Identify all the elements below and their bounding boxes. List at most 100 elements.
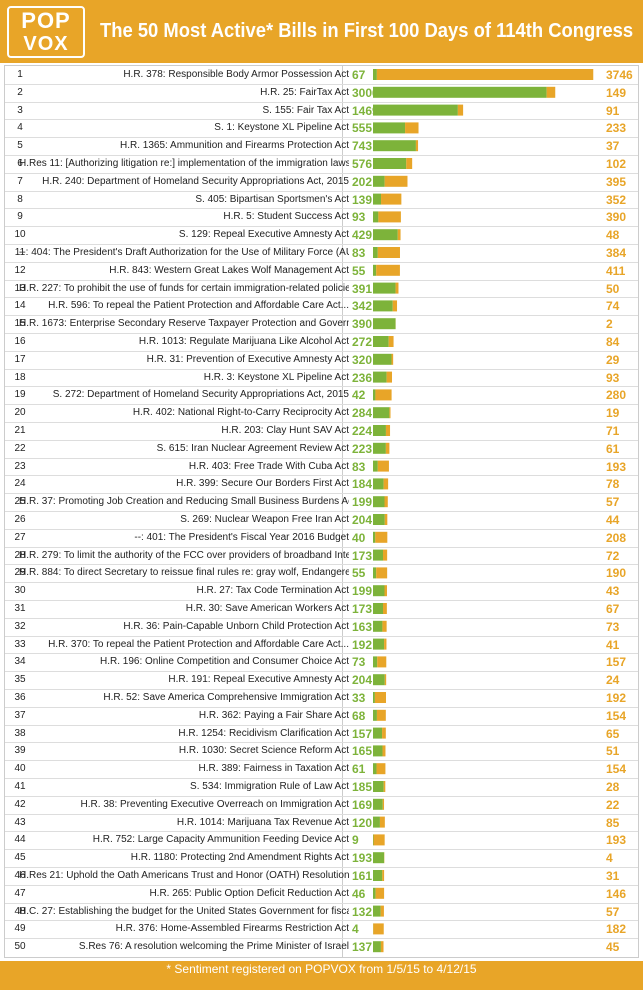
bill-name[interactable]: H.R. 378: Responsible Body Armor Possess…: [123, 69, 349, 80]
bill-name[interactable]: S. 155: Fair Tax Act: [262, 104, 349, 116]
bill-name[interactable]: S. 129: Repeal Executive Amnesty Act: [178, 229, 349, 241]
oppose-bar: [381, 193, 402, 205]
support-value-label: 184: [352, 477, 373, 492]
bill-name[interactable]: H.R. 203: Clay Hunt SAV Act: [221, 425, 349, 436]
bill-name[interactable]: H.R. 27: Tax Code Termination Act: [196, 585, 350, 597]
bill-name[interactable]: H.R. 1254: Recidivism Clarification Act: [178, 727, 349, 739]
bill-name[interactable]: H.R. 370: To repeal the Patient Protecti…: [48, 638, 349, 650]
bill-name[interactable]: H.R. 362: Paying a Fair Share Act: [198, 709, 349, 721]
bill-name[interactable]: H.R. 843: Western Great Lakes Wolf Manag…: [109, 264, 349, 276]
row-divider: [5, 208, 638, 210]
support-bar: [373, 798, 383, 810]
row-divider: [5, 849, 638, 851]
support-bar: [373, 300, 393, 312]
bill-name[interactable]: S. 272: Department of Homeland Security …: [52, 389, 349, 401]
bill-name[interactable]: H.R. 884: To direct Secretary to reissue…: [19, 567, 349, 579]
bill-name[interactable]: H.R. 31: Prevention of Executive Amnesty…: [146, 353, 349, 365]
bill-name[interactable]: H.R. 52: Save America Comprehensive Immi…: [103, 692, 349, 703]
bill-name[interactable]: H.R. 240: Department of Homeland Securit…: [42, 175, 349, 187]
bill-name[interactable]: H.R. 596: To repeal the Patient Protecti…: [48, 300, 349, 312]
bill-name[interactable]: H.Res 21: Uphold the Oath Americans Trus…: [19, 870, 349, 881]
support-bar: [373, 247, 378, 258]
support-value-label: 185: [352, 780, 373, 794]
bill-name[interactable]: H.Res 11: [Authorizing litigation re:] i…: [19, 158, 349, 169]
row-divider: [5, 689, 638, 690]
row-divider: [5, 333, 638, 334]
bill-name[interactable]: S. 1: Keystone XL Pipeline Act: [214, 122, 349, 134]
bill-name[interactable]: H.R. 196: Online Competition and Consume…: [99, 656, 349, 668]
oppose-value-label: 182: [606, 922, 627, 937]
oppose-value-label: 190: [606, 566, 627, 581]
bill-name[interactable]: H.R. 402: National Right-to-Carry Recipr…: [132, 407, 349, 419]
support-bar: [373, 264, 377, 276]
bill-name[interactable]: H.R. 1365: Ammunition and Firearms Prote…: [120, 140, 349, 152]
row-rank: 24: [14, 478, 26, 490]
row-divider: [5, 404, 638, 406]
bill-name[interactable]: H.R. 1014: Marijuana Tax Revenue Act: [176, 816, 349, 828]
row-divider: [5, 938, 638, 940]
bill-name[interactable]: H.R. 399: Secure Our Borders First Act: [176, 478, 349, 490]
bill-name[interactable]: S. 615: Iran Nuclear Agreement Review Ac…: [156, 442, 349, 454]
bill-name[interactable]: H.R. 389: Fairness in Taxation Act: [198, 763, 349, 775]
bill-name[interactable]: H.R. 279: To limit the authority of the …: [19, 549, 349, 561]
oppose-value-label: 71: [606, 424, 620, 438]
oppose-bar: [397, 229, 401, 241]
support-value-label: 1469: [352, 103, 379, 118]
support-value-label: 120: [352, 815, 373, 830]
bill-name[interactable]: H.R. 37: Promoting Job Creation and Redu…: [19, 496, 349, 508]
bill-name[interactable]: H.R. 30: Save American Workers Act: [185, 603, 349, 614]
row-divider: [5, 600, 638, 601]
row-rank: 10: [14, 229, 26, 241]
bill-name[interactable]: H.R. 38: Preventing Executive Overreach …: [80, 798, 349, 810]
bill-name[interactable]: S. 269: Nuclear Weapon Free Iran Act: [180, 514, 349, 525]
bill-name[interactable]: --: 404: The President's Draft Authoriza…: [19, 247, 349, 258]
oppose-value-label: 84: [606, 335, 620, 349]
row-rank: 8: [17, 193, 23, 205]
support-bar: [373, 425, 386, 436]
support-bar: [373, 852, 385, 864]
support-value-label: 42: [352, 388, 366, 403]
support-bar: [373, 638, 385, 650]
oppose-bar: [375, 389, 392, 401]
bill-name[interactable]: H.R. 191: Repeal Executive Amnesty Act: [168, 674, 349, 686]
support-bar: [373, 69, 377, 80]
bill-name[interactable]: H.R. 376: Home-Assembled Firearms Restri…: [115, 923, 349, 935]
support-bar: [373, 745, 383, 757]
row-divider: [5, 653, 638, 655]
bill-name[interactable]: H.R. 25: FairTax Act: [260, 86, 349, 98]
row-rank: 25: [14, 496, 26, 508]
bill-name[interactable]: H.C. 27: Establishing the budget for the…: [19, 905, 349, 917]
bill-name[interactable]: S. 405: Bipartisan Sportsmen's Act: [195, 193, 349, 205]
oppose-bar: [385, 442, 390, 454]
bill-name[interactable]: H.R. 1180: Protecting 2nd Amendment Righ…: [130, 852, 349, 864]
support-value-label: 33: [352, 691, 366, 705]
bill-name[interactable]: H.R. 227: To prohibit the use of funds f…: [19, 282, 349, 294]
row-divider: [5, 475, 638, 477]
support-bar: [373, 158, 407, 169]
oppose-bar: [384, 638, 387, 650]
bill-name[interactable]: H.R. 1673: Enterprise Secondary Reserve …: [19, 318, 349, 330]
oppose-bar: [384, 585, 387, 597]
row-rank: 46: [14, 870, 26, 881]
bill-name[interactable]: H.R. 3: Keystone XL Pipeline Act: [203, 371, 349, 383]
bill-name[interactable]: H.R. 403: Free Trade With Cuba Act: [188, 460, 349, 472]
oppose-value-label: 78: [606, 477, 620, 492]
popvox-logo[interactable]: POP VOX: [7, 6, 85, 58]
oppose-bar: [384, 674, 387, 686]
support-value-label: 193: [352, 851, 373, 866]
bill-name[interactable]: --: 401: The President's Fiscal Year 201…: [134, 531, 349, 543]
support-value-label: 3006: [352, 85, 379, 100]
row-divider: [5, 244, 638, 245]
support-bar: [373, 86, 547, 98]
bill-name[interactable]: H.R. 752: Large Capacity Ammunition Feed…: [92, 834, 349, 846]
bill-name[interactable]: S.Res 76: A resolution welcoming the Pri…: [78, 941, 349, 953]
support-value-label: 236: [352, 370, 373, 385]
bill-name[interactable]: H.R. 36: Pain-Capable Unborn Child Prote…: [123, 620, 349, 632]
bill-name[interactable]: S. 534: Immigration Rule of Law Act: [190, 781, 349, 792]
bill-name[interactable]: H.R. 265: Public Option Deficit Reductio…: [149, 887, 349, 899]
bill-name[interactable]: H.R. 1013: Regulate Marijuana Like Alcoh…: [138, 336, 349, 347]
support-value-label: 132: [352, 904, 373, 919]
oppose-value-label: 50: [606, 281, 620, 296]
bill-name[interactable]: H.R. 5: Student Success Act: [223, 211, 349, 223]
bill-name[interactable]: H.R. 1030: Secret Science Reform Act: [178, 745, 349, 757]
